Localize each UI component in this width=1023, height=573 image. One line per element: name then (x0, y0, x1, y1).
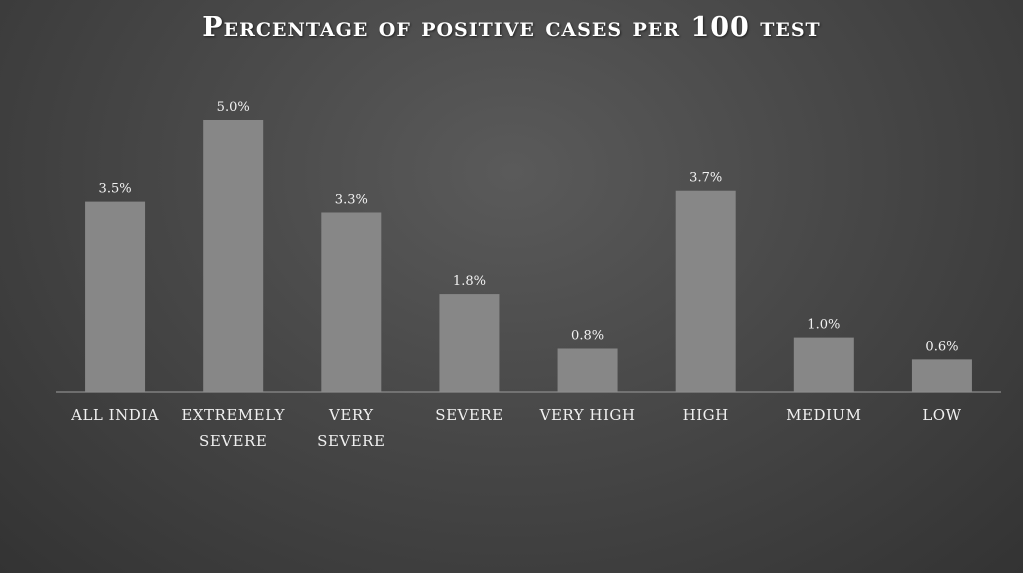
bar-2 (321, 212, 382, 392)
category-label-line: EXTREMELY (181, 406, 285, 424)
category-label-line: HIGH (683, 406, 729, 424)
category-label-3: SEVERE (435, 406, 503, 424)
bar-6 (793, 337, 854, 392)
value-labels-group: 3.5% 5.0% 3.3% 1.8% 0.8% 3.7% 1.0% 0.6% (99, 100, 959, 354)
bar-7 (911, 359, 972, 392)
category-label-0: ALL INDIA (70, 406, 159, 424)
category-labels-group: ALL INDIA EXTREMELY SEVERE VERY SEVERE SEVERE… (70, 406, 961, 450)
bar-4 (557, 348, 618, 392)
data-label-1: 5.0% (217, 100, 250, 115)
category-label-line: ALL INDIA (70, 406, 159, 424)
data-label-4: 0.8% (571, 328, 604, 343)
bar-1 (203, 120, 264, 392)
bars-group (85, 120, 972, 392)
data-label-6: 1.0% (807, 318, 840, 333)
category-label-line: SEVERE (435, 406, 503, 424)
data-label-3: 1.8% (453, 274, 486, 289)
category-label-4: VERY HIGH (539, 406, 636, 424)
data-label-0: 3.5% (99, 182, 132, 197)
bar-5 (675, 190, 736, 392)
category-label-line: VERY HIGH (539, 406, 636, 424)
category-label-line: SEVERE (199, 432, 267, 450)
category-label-line: LOW (922, 406, 961, 424)
category-label-line: MEDIUM (786, 406, 861, 424)
data-label-5: 3.7% (689, 171, 722, 186)
chart-title: Percentage of positive cases per 100 tes… (202, 12, 821, 43)
category-label-1: EXTREMELY SEVERE (181, 406, 285, 450)
bar-3 (439, 294, 500, 392)
category-label-2: VERY SEVERE (317, 406, 385, 450)
bar-0 (85, 201, 146, 392)
data-label-2: 3.3% (335, 192, 368, 207)
category-label-5: HIGH (683, 406, 729, 424)
category-label-7: LOW (922, 406, 961, 424)
category-label-line: VERY (328, 406, 374, 424)
category-label-6: MEDIUM (786, 406, 861, 424)
data-label-7: 0.6% (925, 339, 958, 354)
category-label-line: SEVERE (317, 432, 385, 450)
